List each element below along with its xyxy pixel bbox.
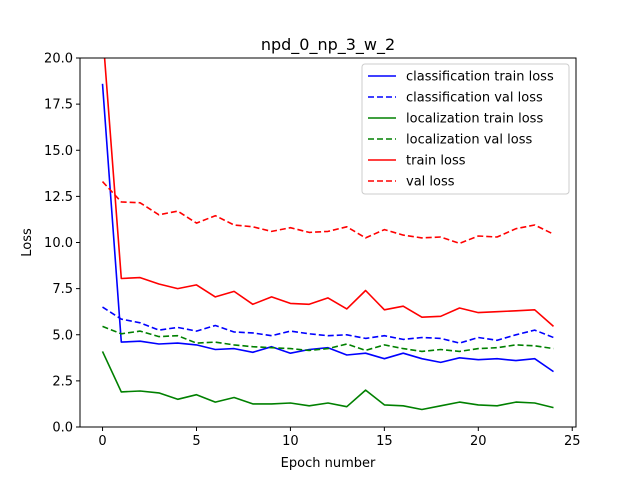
legend-box <box>361 63 570 195</box>
x-tick-label: 10 <box>282 434 299 449</box>
y-axis: 0.0 2.5 5.0 7.5 10.0 12.5 15.0 17.5 20.0 <box>44 52 80 436</box>
y-tick-label: 12.5 <box>44 190 73 205</box>
y-tick-label: 5.0 <box>52 328 73 343</box>
legend-label: train loss <box>406 154 466 169</box>
x-tick-label: 20 <box>470 434 487 449</box>
legend-label: val loss <box>406 175 455 190</box>
y-tick-label: 0.0 <box>52 421 73 436</box>
x-axis-label: Epoch number <box>281 456 376 471</box>
legend-label: classification train loss <box>406 70 554 85</box>
series-line-0 <box>101 83 554 373</box>
x-tick-label: 5 <box>192 434 200 449</box>
series-line-3 <box>102 325 554 353</box>
legend: classification train loss classification … <box>361 63 570 195</box>
chart-title: npd_0_np_3_w_2 <box>261 35 395 55</box>
series-layer <box>101 58 555 411</box>
y-tick-label: 7.5 <box>52 282 73 297</box>
series-line-2 <box>101 351 554 411</box>
x-tick-label: 15 <box>376 434 393 449</box>
x-tick-label: 25 <box>564 434 581 449</box>
y-tick-label: 17.5 <box>44 98 73 113</box>
y-axis-label: Loss <box>20 228 35 257</box>
series-line-4 <box>103 58 555 327</box>
series-line-5 <box>101 181 554 245</box>
y-tick-label: 10.0 <box>44 236 73 251</box>
legend-label: classification val loss <box>406 91 543 106</box>
legend-label: localization val loss <box>406 133 532 148</box>
x-axis: 0 5 10 15 20 25 <box>98 427 581 449</box>
y-tick-label: 20.0 <box>44 52 73 67</box>
x-tick-label: 0 <box>98 434 106 449</box>
legend-label: localization train loss <box>406 112 543 127</box>
series-line-1 <box>102 306 554 344</box>
y-tick-label: 2.5 <box>52 374 73 389</box>
y-tick-label: 15.0 <box>44 144 73 159</box>
